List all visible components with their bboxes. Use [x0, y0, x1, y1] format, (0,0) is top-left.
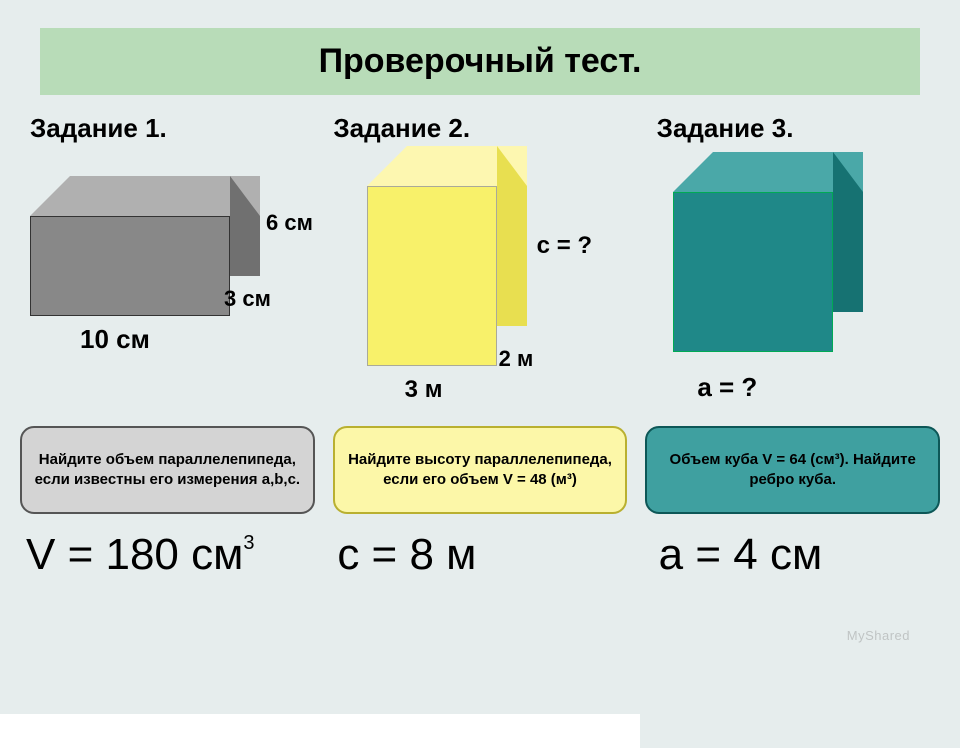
- task1-label: Задание 1.: [30, 113, 303, 144]
- shape1-column: 6 см 3 см 10 см: [20, 156, 327, 396]
- question1-text: Найдите объем параллелепипеда, если изве…: [34, 450, 301, 491]
- question-box-2: Найдите высоту параллелепипеда, если его…: [333, 426, 628, 514]
- bottom-white-patch: [0, 714, 640, 748]
- question-box-3: Объем куба V = 64 (см³). Найдите ребро к…: [645, 426, 940, 514]
- shape1-depth-label: 3 см: [224, 286, 271, 312]
- answer-2: c = 8 м: [317, 530, 628, 580]
- shape3-cube: [673, 152, 863, 352]
- answer1-exponent: 3: [243, 532, 254, 554]
- shapes-row: 6 см 3 см 10 см c = ? 2 м 3 м a = ?: [20, 156, 940, 396]
- task3-label: Задание 3.: [607, 113, 930, 144]
- shape1-width-label: 10 см: [80, 324, 150, 355]
- page-title: Проверочный тест.: [319, 42, 642, 80]
- task-labels-row: Задание 1. Задание 2. Задание 3.: [30, 113, 930, 144]
- shape3-side-face: [833, 152, 863, 312]
- page-title-bar: Проверочный тест.: [40, 28, 920, 95]
- question-box-1: Найдите объем параллелепипеда, если изве…: [20, 426, 315, 514]
- shape2-column: c = ? 2 м 3 м: [327, 156, 634, 396]
- task2-label: Задание 2.: [303, 113, 606, 144]
- shape3-front-face: [673, 192, 833, 352]
- question-boxes-row: Найдите объем параллелепипеда, если изве…: [20, 426, 940, 514]
- watermark-text: MyShared: [847, 628, 910, 643]
- shape2-side-face: [497, 146, 527, 326]
- shape1-top-face: [30, 176, 260, 216]
- shape3-a-label: a = ?: [697, 372, 757, 403]
- shape1-height-label: 6 см: [266, 210, 313, 236]
- question3-text: Объем куба V = 64 (см³). Найдите ребро к…: [659, 450, 926, 491]
- shape2-box: [367, 146, 527, 366]
- shape1-side-face: [230, 176, 260, 276]
- shape3-column: a = ?: [633, 156, 940, 396]
- answer-3: a = 4 см: [629, 530, 950, 580]
- answers-row: V = 180 см3 c = 8 м a = 4 см: [10, 530, 950, 580]
- shape2-width-label: 3 м: [405, 376, 443, 404]
- answer1-text: V = 180 см: [26, 530, 243, 579]
- question2-text: Найдите высоту параллелепипеда, если его…: [347, 450, 614, 491]
- answer-1: V = 180 см3: [10, 530, 317, 580]
- shape2-depth-label: 2 м: [499, 346, 534, 372]
- shape2-c-label: c = ?: [537, 232, 592, 260]
- shape2-front-face: [367, 186, 497, 366]
- shape1-front-face: [30, 216, 230, 316]
